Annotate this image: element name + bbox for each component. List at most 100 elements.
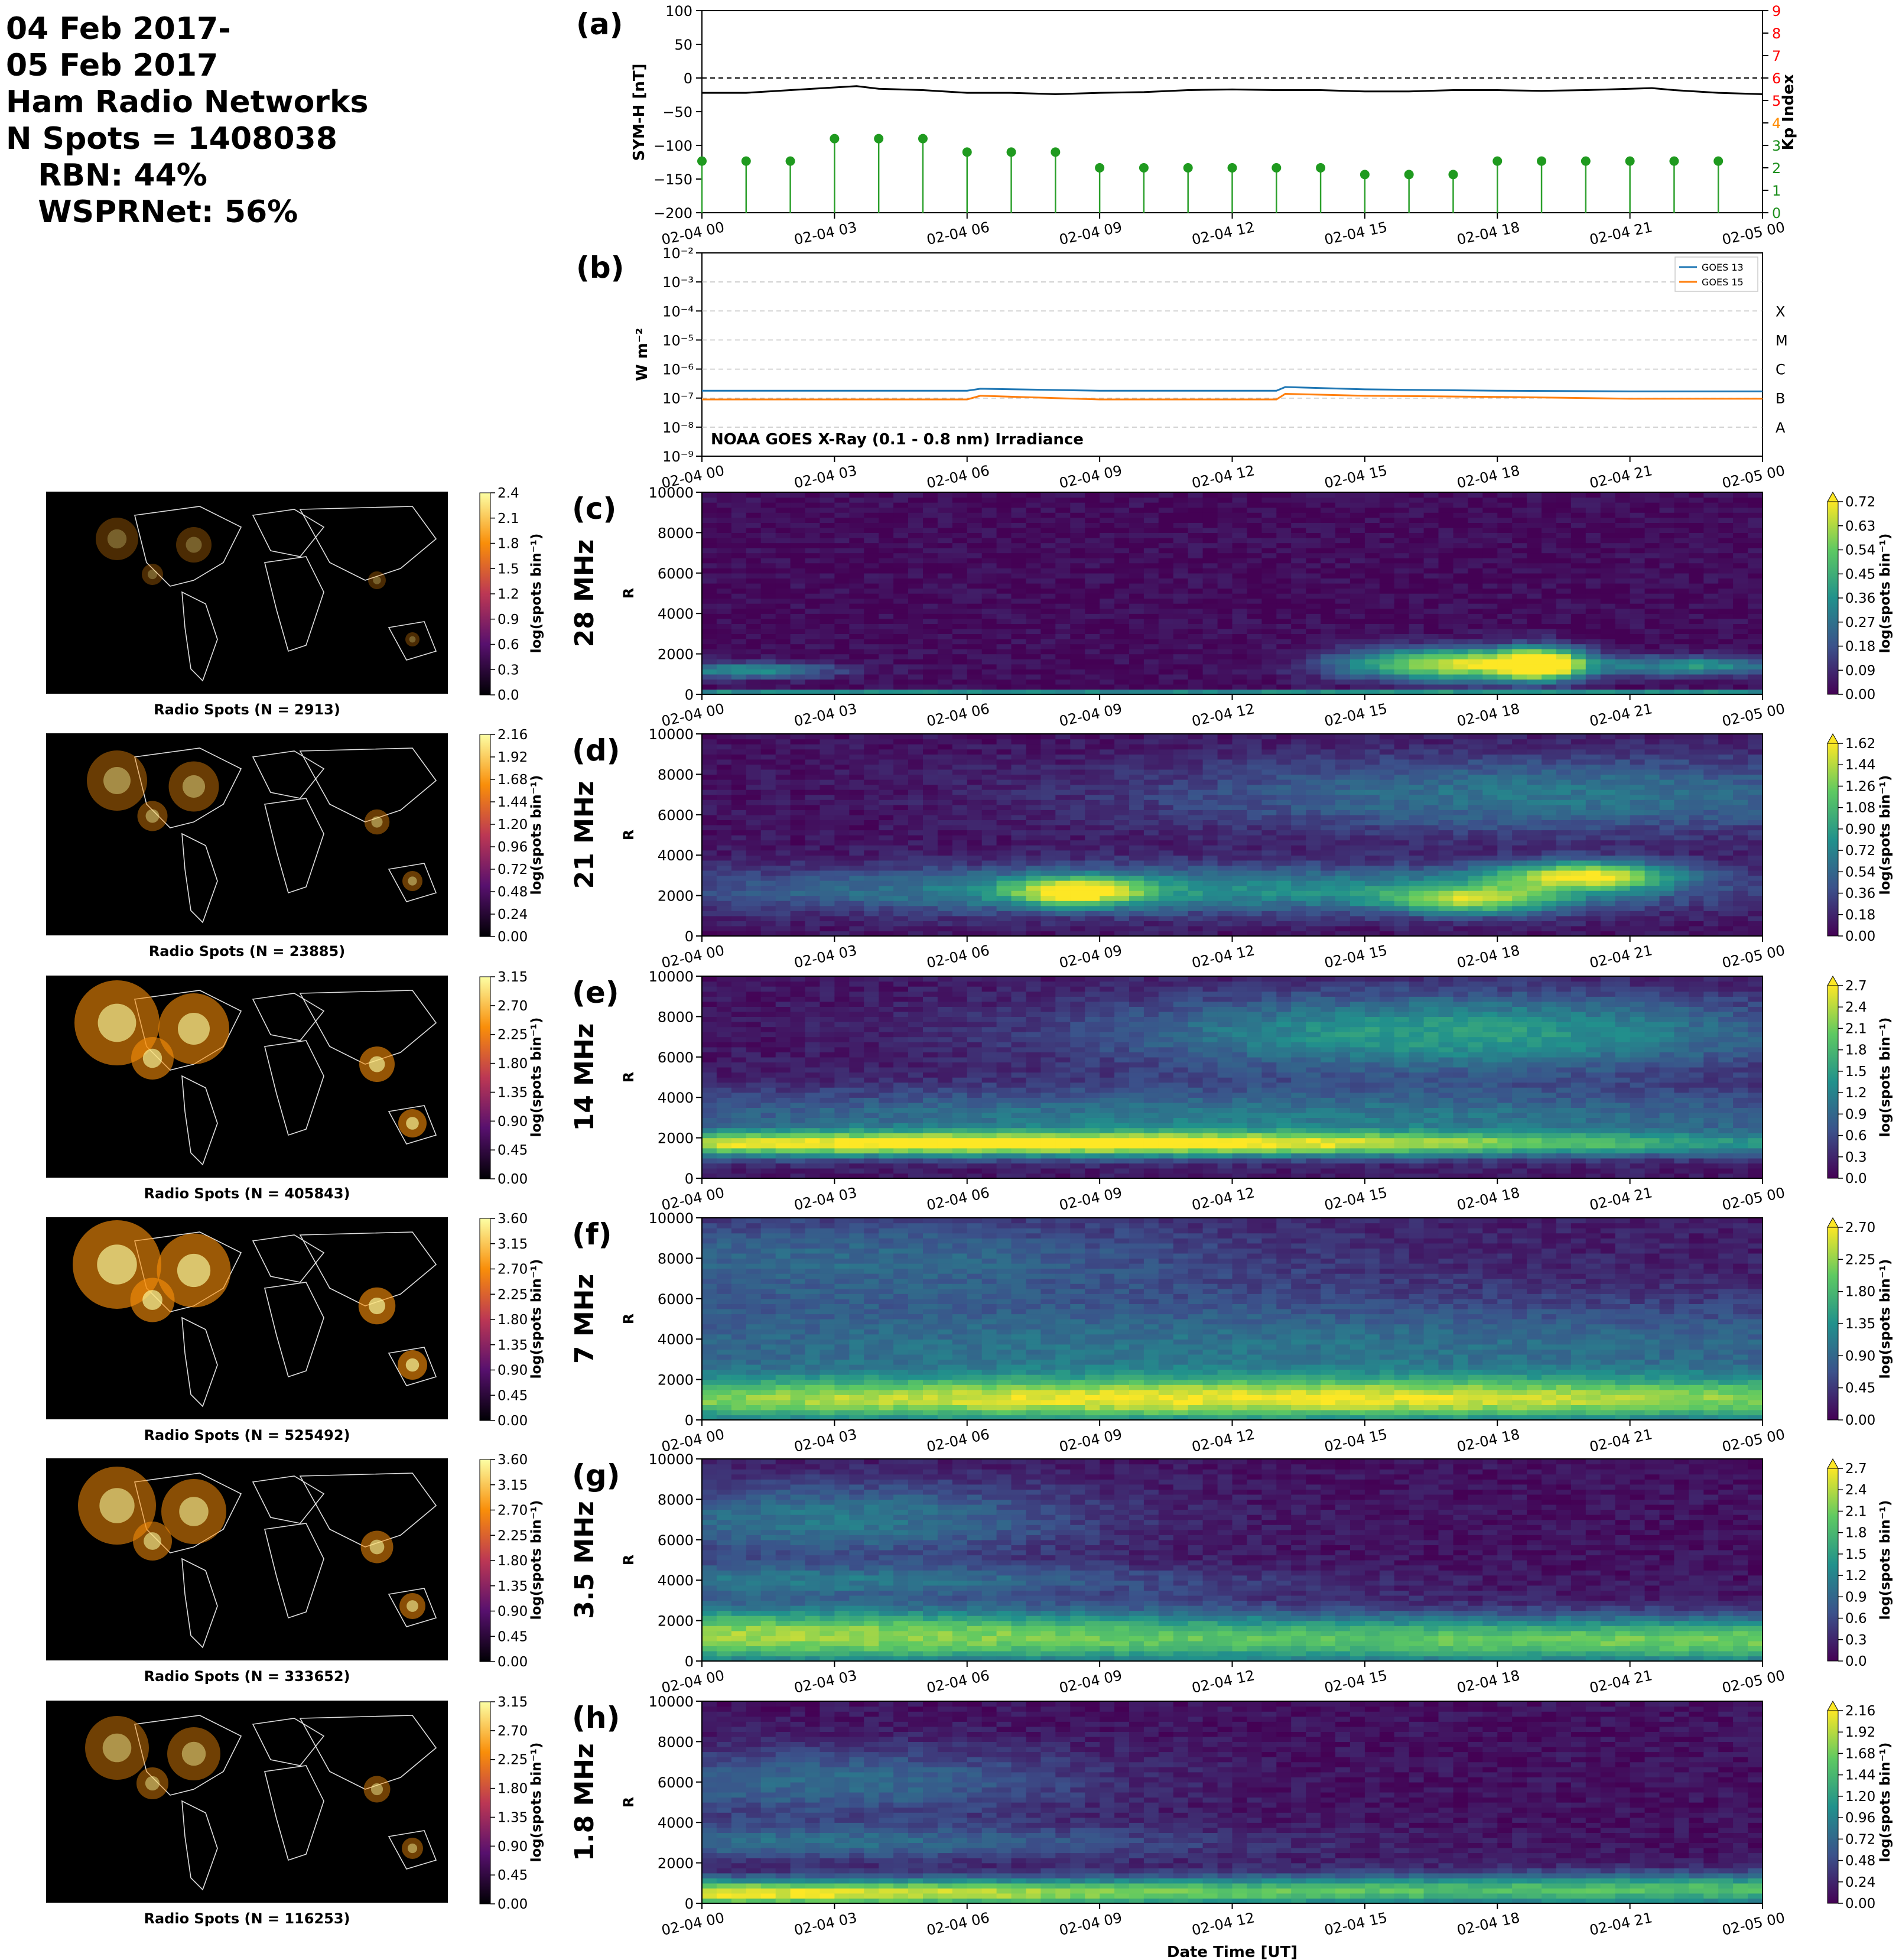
heatmap-cell (1321, 870, 1336, 876)
heatmap-cell (1173, 588, 1189, 594)
heatmap-cell (1644, 639, 1660, 645)
heatmap-cell (820, 502, 835, 508)
heatmap-cell (731, 532, 747, 538)
heatmap-cell (1040, 618, 1056, 624)
heatmap-cell (1703, 618, 1719, 624)
heatmap-cell (1100, 522, 1115, 528)
heatmap-cell (1247, 911, 1262, 916)
heatmap-cell (923, 674, 938, 680)
heatmap-cell (1100, 784, 1115, 790)
heatmap-cell (1247, 583, 1262, 589)
heatmap-cell (1335, 769, 1351, 775)
heatmap-cell (1040, 764, 1056, 770)
heatmap-cell (1202, 517, 1218, 523)
heatmap-cell (1114, 895, 1130, 901)
heatmap-cell (1188, 905, 1204, 911)
heatmap-cell (1291, 875, 1306, 881)
heatmap-cell (820, 639, 835, 645)
heatmap-cell (1497, 603, 1513, 609)
heatmap-cell (716, 659, 732, 665)
heatmap-cell (716, 754, 732, 760)
heatmap-cell (1070, 573, 1085, 578)
heatmap-cell (1497, 684, 1513, 690)
heatmap-cell (1217, 522, 1233, 528)
heatmap-cell (1143, 593, 1159, 599)
heatmap-cell (1276, 749, 1292, 755)
heatmap-cell (1600, 492, 1616, 498)
heatmap-cell (1158, 517, 1174, 523)
heatmap-cell (1261, 875, 1277, 881)
heatmap-cell (893, 664, 909, 669)
heatmap-cell (952, 890, 968, 896)
heatmap-cell (1055, 754, 1071, 760)
heatmap-cell (1100, 639, 1115, 645)
heatmap-cell (1335, 804, 1351, 810)
heatmap-cell (1748, 649, 1763, 655)
heatmap-cell (1158, 558, 1174, 564)
heatmap-cell (1689, 507, 1704, 513)
heatmap-cell (1600, 684, 1616, 690)
heatmap-cell (805, 810, 820, 815)
heatmap-cell (1232, 804, 1247, 810)
heatmap-cell (1202, 915, 1218, 921)
heatmap-cell (1217, 759, 1233, 765)
heatmap-cell (937, 895, 953, 901)
heatmap-cell (879, 774, 894, 780)
heatmap-cell (1070, 855, 1085, 861)
heatmap-cell (1129, 789, 1144, 795)
heatmap-cell (1364, 639, 1380, 645)
heatmap-cell (981, 679, 997, 685)
heatmap-cell (1202, 593, 1218, 599)
heatmap-cell (1055, 659, 1071, 665)
heatmap-cell (1217, 901, 1233, 906)
heatmap-cell (1173, 840, 1189, 846)
heatmap-cell (716, 905, 732, 911)
heatmap-cell (1570, 512, 1586, 518)
heatmap-cell (760, 613, 776, 619)
heatmap-cell (1379, 603, 1395, 609)
heatmap-cell (1261, 497, 1277, 503)
heatmap-cell (746, 830, 762, 836)
heatmap-cell (864, 880, 879, 886)
heatmap-cell (1423, 603, 1439, 609)
heatmap-cell (1188, 759, 1204, 765)
heatmap-cell (996, 618, 1012, 624)
heatmap-cell (967, 830, 983, 836)
heatmap-cell (1261, 548, 1277, 554)
heatmap-cell (716, 552, 732, 558)
heatmap-cell (908, 814, 924, 820)
heatmap-cell (805, 784, 820, 790)
heatmap-cell (908, 845, 924, 851)
heatmap-cell (1247, 835, 1262, 841)
heatmap-cell (1615, 664, 1631, 669)
heatmap-cell (1158, 664, 1174, 669)
heatmap-cell (864, 865, 879, 871)
heatmap-cell (996, 885, 1012, 891)
heatmap-cell (1026, 618, 1041, 624)
heatmap-cell (923, 608, 938, 614)
heatmap-cell (1423, 538, 1439, 544)
heatmap-cell (1129, 850, 1144, 856)
heatmap-cell (1143, 830, 1159, 836)
heatmap-cell (834, 789, 850, 795)
heatmap-cell (952, 824, 968, 831)
heatmap-cell (746, 779, 762, 785)
heatmap-cell (1718, 492, 1734, 498)
heatmap-cell (775, 563, 791, 568)
heatmap-cell (746, 911, 762, 916)
heatmap-cell (1718, 643, 1734, 649)
heatmap-cell (805, 764, 820, 770)
heatmap-cell (1350, 734, 1365, 740)
heatmap-cell (1070, 522, 1085, 528)
heatmap-cell (981, 639, 997, 645)
heatmap-cell (805, 497, 820, 503)
heatmap-cell (1556, 659, 1572, 665)
heatmap-cell (1158, 598, 1174, 604)
heatmap-cell (1100, 860, 1115, 866)
heatmap-cell (1497, 583, 1513, 589)
heatmap-cell (702, 925, 717, 932)
heatmap-cell (1659, 598, 1674, 604)
heatmap-cell (702, 507, 717, 513)
heatmap-cell (820, 538, 835, 544)
heatmap-cell (716, 532, 732, 538)
